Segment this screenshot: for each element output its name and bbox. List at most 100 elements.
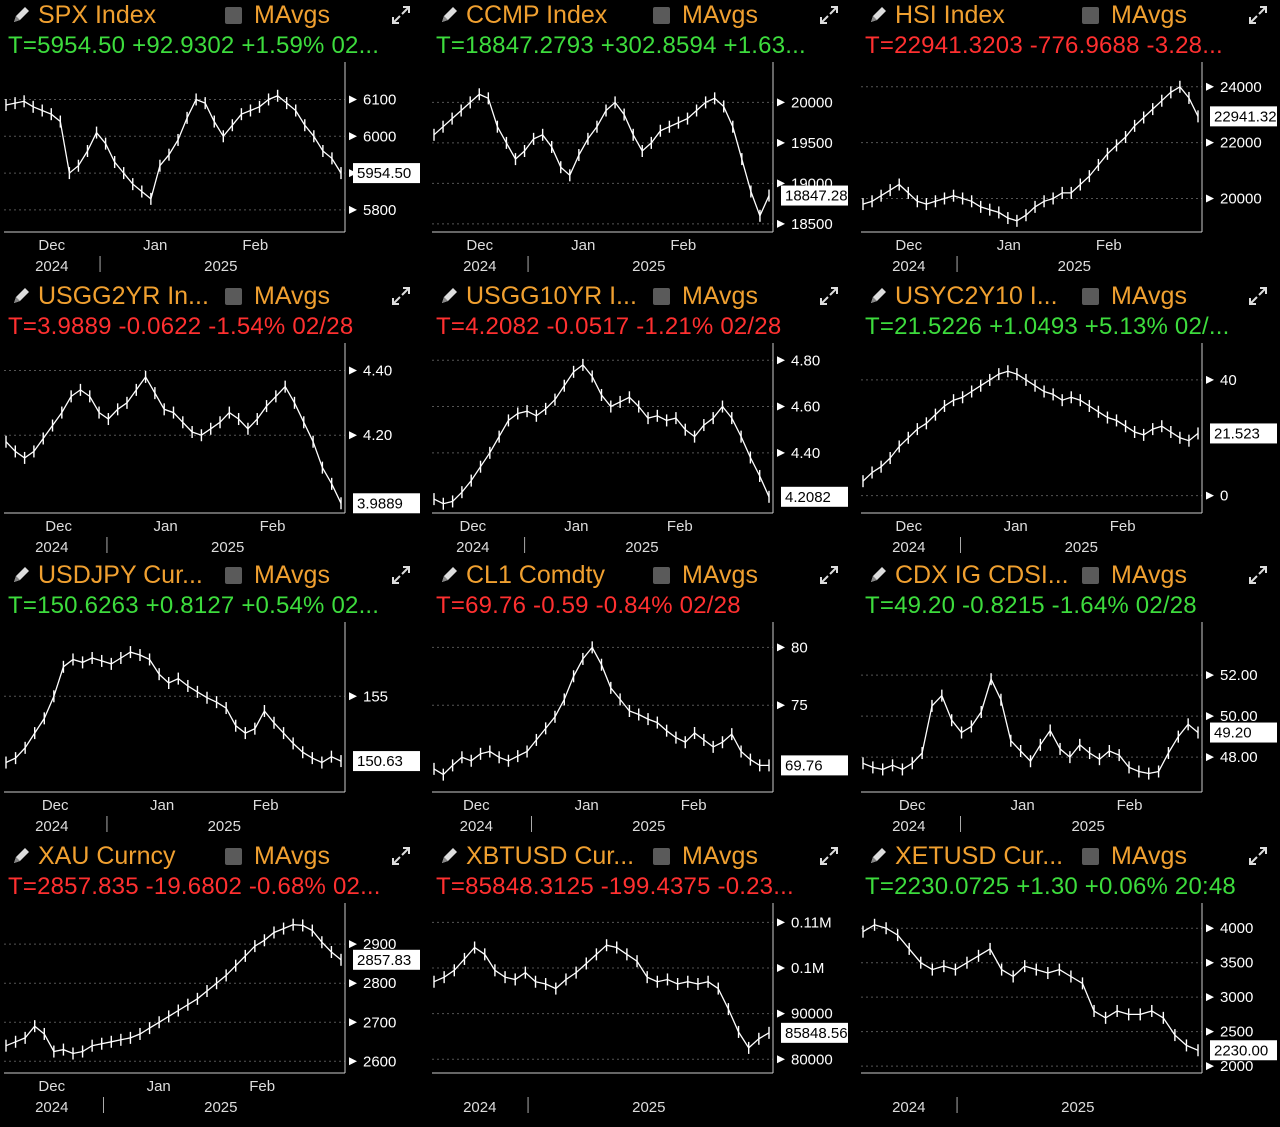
- expand-icon[interactable]: [390, 4, 412, 26]
- mavgs-checkbox-icon[interactable]: [653, 288, 670, 305]
- chart-panel[interactable]: XETUSD Cur... MAvgs T=2230.0725 +1.30 +0.0…: [857, 841, 1277, 1117]
- chart-panel[interactable]: USGG2YR In... MAvgs T=3.9889 -0.0622 -1.54…: [0, 281, 420, 557]
- mavgs-checkbox-icon[interactable]: [225, 288, 242, 305]
- price-chart[interactable]: 80 75 69.76 Dec Jan Feb 2024 2025: [428, 622, 848, 832]
- pencil-icon[interactable]: [867, 564, 889, 586]
- mavgs-label[interactable]: MAvgs: [254, 842, 330, 870]
- pencil-icon[interactable]: [867, 285, 889, 307]
- mavgs-label[interactable]: MAvgs: [682, 1, 758, 29]
- price-chart[interactable]: 155 150.63 Dec Jan Feb 2024 2025: [0, 622, 420, 832]
- security-symbol[interactable]: USGG2YR In...: [38, 282, 209, 310]
- mavgs-checkbox-icon[interactable]: [653, 7, 670, 24]
- chart-panel[interactable]: XBTUSD Cur... MAvgs T=85848.3125 -199.4375…: [428, 841, 848, 1117]
- mavgs-label[interactable]: MAvgs: [254, 1, 330, 29]
- chart-panel[interactable]: HSI Index MAvgs T=22941.3203 -776.9688 -3.…: [857, 0, 1277, 276]
- security-symbol[interactable]: XETUSD Cur...: [895, 842, 1064, 870]
- expand-icon[interactable]: [1247, 4, 1269, 26]
- y-tick-label: 4.60: [791, 399, 820, 416]
- mavgs-label[interactable]: MAvgs: [1111, 1, 1187, 29]
- mavgs-label[interactable]: MAvgs: [682, 561, 758, 589]
- price-chart[interactable]: 4.80 4.60 4.40 4.2082 Dec Jan Feb 2024 2025: [428, 343, 848, 553]
- chart-panel[interactable]: SPX Index MAvgs T=5954.50 +92.9302 +1.59% …: [0, 0, 420, 276]
- price-chart[interactable]: 4.40 4.20 3.9889 Dec Jan Feb 2024 2025: [0, 343, 420, 553]
- mavgs-checkbox-icon[interactable]: [225, 7, 242, 24]
- mavgs-checkbox-icon[interactable]: [1082, 567, 1099, 584]
- x-tick-label: Dec: [38, 237, 65, 254]
- mavgs-label[interactable]: MAvgs: [254, 282, 330, 310]
- price-chart[interactable]: 40 0 21.523 Dec Jan Feb 2024 2025: [857, 343, 1277, 553]
- mavgs-label[interactable]: MAvgs: [254, 561, 330, 589]
- mavgs-checkbox-icon[interactable]: [653, 848, 670, 865]
- chart-panel[interactable]: USGG10YR I... MAvgs T=4.2082 -0.0517 -1.21…: [428, 281, 848, 557]
- mavgs-checkbox-icon[interactable]: [1082, 288, 1099, 305]
- chart-panel[interactable]: USDJPY Cur... MAvgs T=150.6263 +0.8127 +0.…: [0, 560, 420, 836]
- mavgs-label[interactable]: MAvgs: [682, 842, 758, 870]
- expand-icon[interactable]: [390, 845, 412, 867]
- y-tick-label: 3500: [1220, 955, 1253, 972]
- mavgs-checkbox-icon[interactable]: [1082, 7, 1099, 24]
- x-tick-label: Feb: [242, 237, 268, 254]
- security-symbol[interactable]: CDX IG CDSI...: [895, 561, 1069, 589]
- expand-icon[interactable]: [818, 564, 840, 586]
- expand-icon[interactable]: [1247, 564, 1269, 586]
- pencil-icon[interactable]: [10, 564, 32, 586]
- y-tick-mark: [349, 132, 357, 141]
- expand-icon[interactable]: [390, 564, 412, 586]
- mavgs-checkbox-icon[interactable]: [225, 567, 242, 584]
- chart-panel[interactable]: XAU Curncy MAvgs T=2857.835 -19.6802 -0.68…: [0, 841, 420, 1117]
- last-price-box: [781, 1022, 848, 1043]
- expand-icon[interactable]: [390, 285, 412, 307]
- price-chart[interactable]: 0.11M 0.1M 90000 80000 85848.56 2024 2025: [428, 903, 848, 1113]
- mavgs-label[interactable]: MAvgs: [1111, 842, 1187, 870]
- expand-icon[interactable]: [1247, 845, 1269, 867]
- pencil-icon[interactable]: [10, 4, 32, 26]
- x-tick-label: Feb: [1096, 237, 1122, 254]
- security-symbol[interactable]: XAU Curncy: [38, 842, 176, 870]
- pencil-icon[interactable]: [10, 845, 32, 867]
- expand-icon[interactable]: [818, 4, 840, 26]
- chart-panel[interactable]: USYC2Y10 I... MAvgs T=21.5226 +1.0493 +5.1…: [857, 281, 1277, 557]
- security-symbol[interactable]: USYC2Y10 I...: [895, 282, 1058, 310]
- price-chart[interactable]: 52.00 50.00 48.00 49.20 Dec Jan Feb 2024 2025: [857, 622, 1277, 832]
- expand-icon[interactable]: [818, 845, 840, 867]
- price-chart[interactable]: 24000 22000 20000 22941.32 Dec Jan Feb 2024 2025: [857, 62, 1277, 272]
- chart-panel[interactable]: CL1 Comdty MAvgs T=69.76 -0.59 -0.84% 02/2…: [428, 560, 848, 836]
- expand-icon[interactable]: [1247, 285, 1269, 307]
- pencil-icon[interactable]: [438, 564, 460, 586]
- x-year-label: 2024: [892, 539, 925, 553]
- mavgs-checkbox-icon[interactable]: [1082, 848, 1099, 865]
- pencil-icon[interactable]: [867, 4, 889, 26]
- mavgs-label[interactable]: MAvgs: [1111, 282, 1187, 310]
- security-symbol[interactable]: XBTUSD Cur...: [466, 842, 635, 870]
- panel-header: HSI Index MAvgs: [857, 0, 1277, 30]
- price-chart[interactable]: 2900 2800 2700 2600 2857.83 Dec Jan Feb 2024 2025: [0, 903, 420, 1113]
- x-tick-label: Jan: [575, 797, 599, 814]
- expand-icon[interactable]: [818, 285, 840, 307]
- chart-panel[interactable]: CDX IG CDSI... MAvgs T=49.20 -0.8215 -1.64…: [857, 560, 1277, 836]
- y-tick-label: 18500: [791, 216, 833, 233]
- pencil-icon[interactable]: [438, 845, 460, 867]
- security-symbol[interactable]: USGG10YR I...: [466, 282, 637, 310]
- mavgs-checkbox-icon[interactable]: [653, 567, 670, 584]
- mavgs-checkbox-icon[interactable]: [225, 848, 242, 865]
- last-price-label: 69.76: [785, 757, 823, 774]
- security-symbol[interactable]: HSI Index: [895, 1, 1005, 29]
- last-price-label: 21.523: [1214, 425, 1260, 442]
- pencil-icon[interactable]: [867, 845, 889, 867]
- pencil-icon[interactable]: [438, 4, 460, 26]
- x-year-label: 2024: [460, 818, 493, 832]
- security-symbol[interactable]: SPX Index: [38, 1, 157, 29]
- chart-panel[interactable]: CCMP Index MAvgs T=18847.2793 +302.8594 +1…: [428, 0, 848, 276]
- security-symbol[interactable]: CCMP Index: [466, 1, 608, 29]
- security-symbol[interactable]: CL1 Comdty: [466, 561, 605, 589]
- security-symbol[interactable]: USDJPY Cur...: [38, 561, 203, 589]
- x-year-label: 2024: [463, 258, 496, 272]
- pencil-icon[interactable]: [10, 285, 32, 307]
- x-tick-label: Feb: [667, 518, 693, 535]
- pencil-icon[interactable]: [438, 285, 460, 307]
- mavgs-label[interactable]: MAvgs: [682, 282, 758, 310]
- mavgs-label[interactable]: MAvgs: [1111, 561, 1187, 589]
